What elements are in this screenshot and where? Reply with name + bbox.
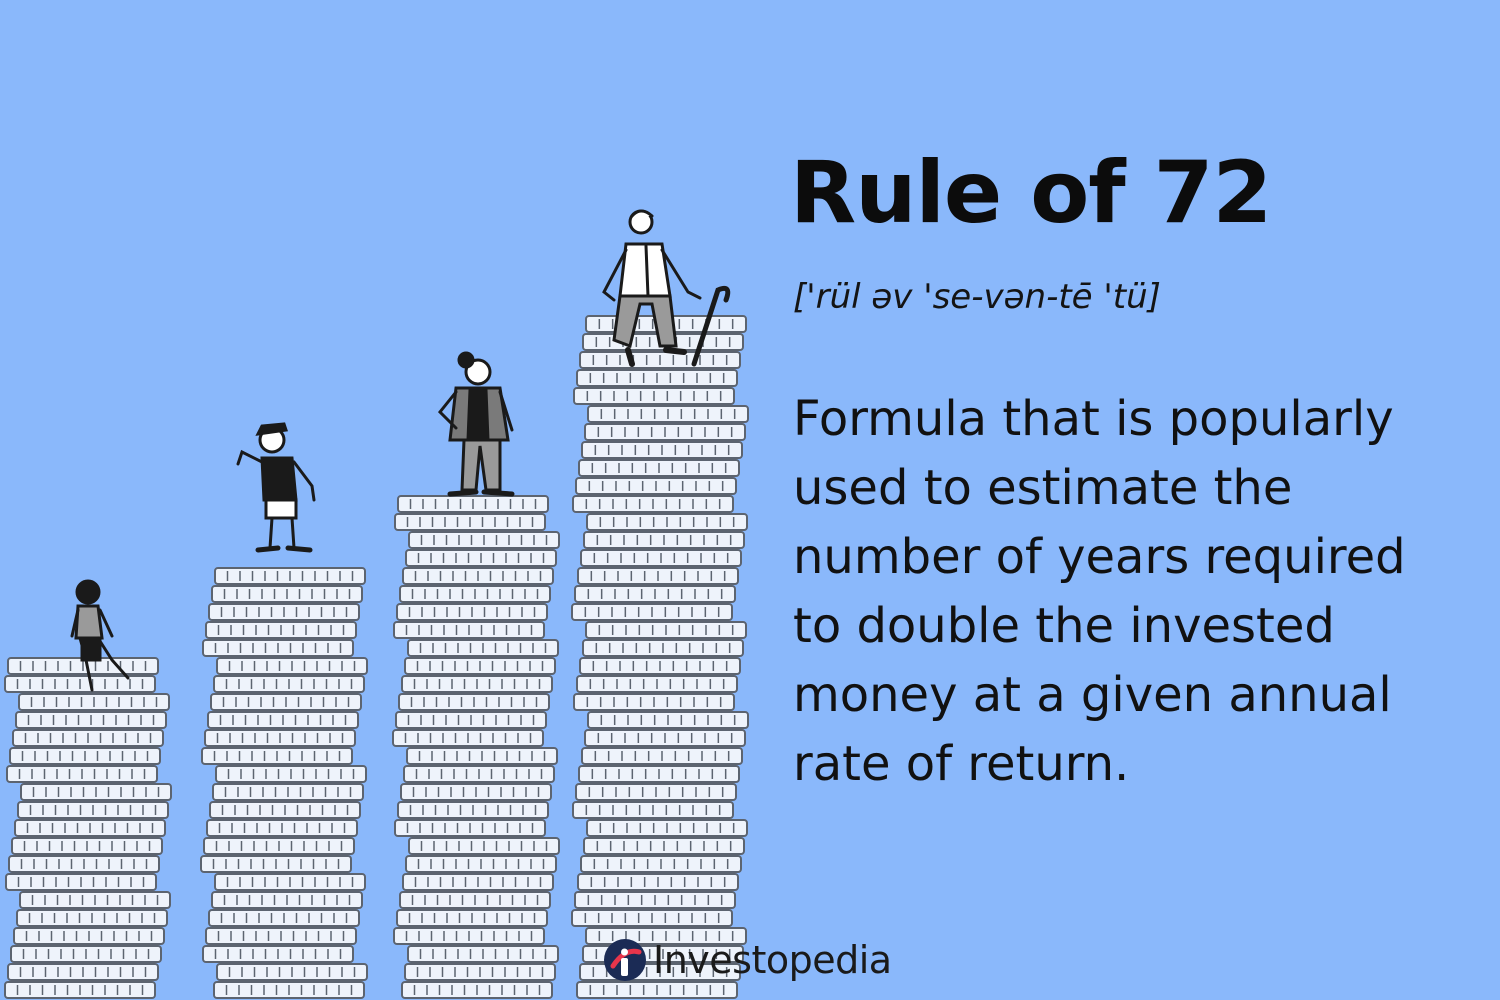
child-figure-icon xyxy=(70,579,130,692)
adult-figure-icon xyxy=(437,351,515,497)
pronunciation: ['rül əv 'se-vən-tē 'tü] xyxy=(793,277,1161,317)
teen-figure-icon xyxy=(236,422,316,553)
page-title: Rule of 72 xyxy=(790,143,1272,243)
definition-text: Formula that is popularly used to estima… xyxy=(793,391,1406,792)
brand-logo[interactable]: Investopedia xyxy=(603,932,892,988)
coin-stacks xyxy=(4,315,749,999)
brand-name: Investopedia xyxy=(653,938,892,982)
elderly-figure-icon xyxy=(602,209,731,367)
investopedia-logo-icon xyxy=(604,939,646,981)
